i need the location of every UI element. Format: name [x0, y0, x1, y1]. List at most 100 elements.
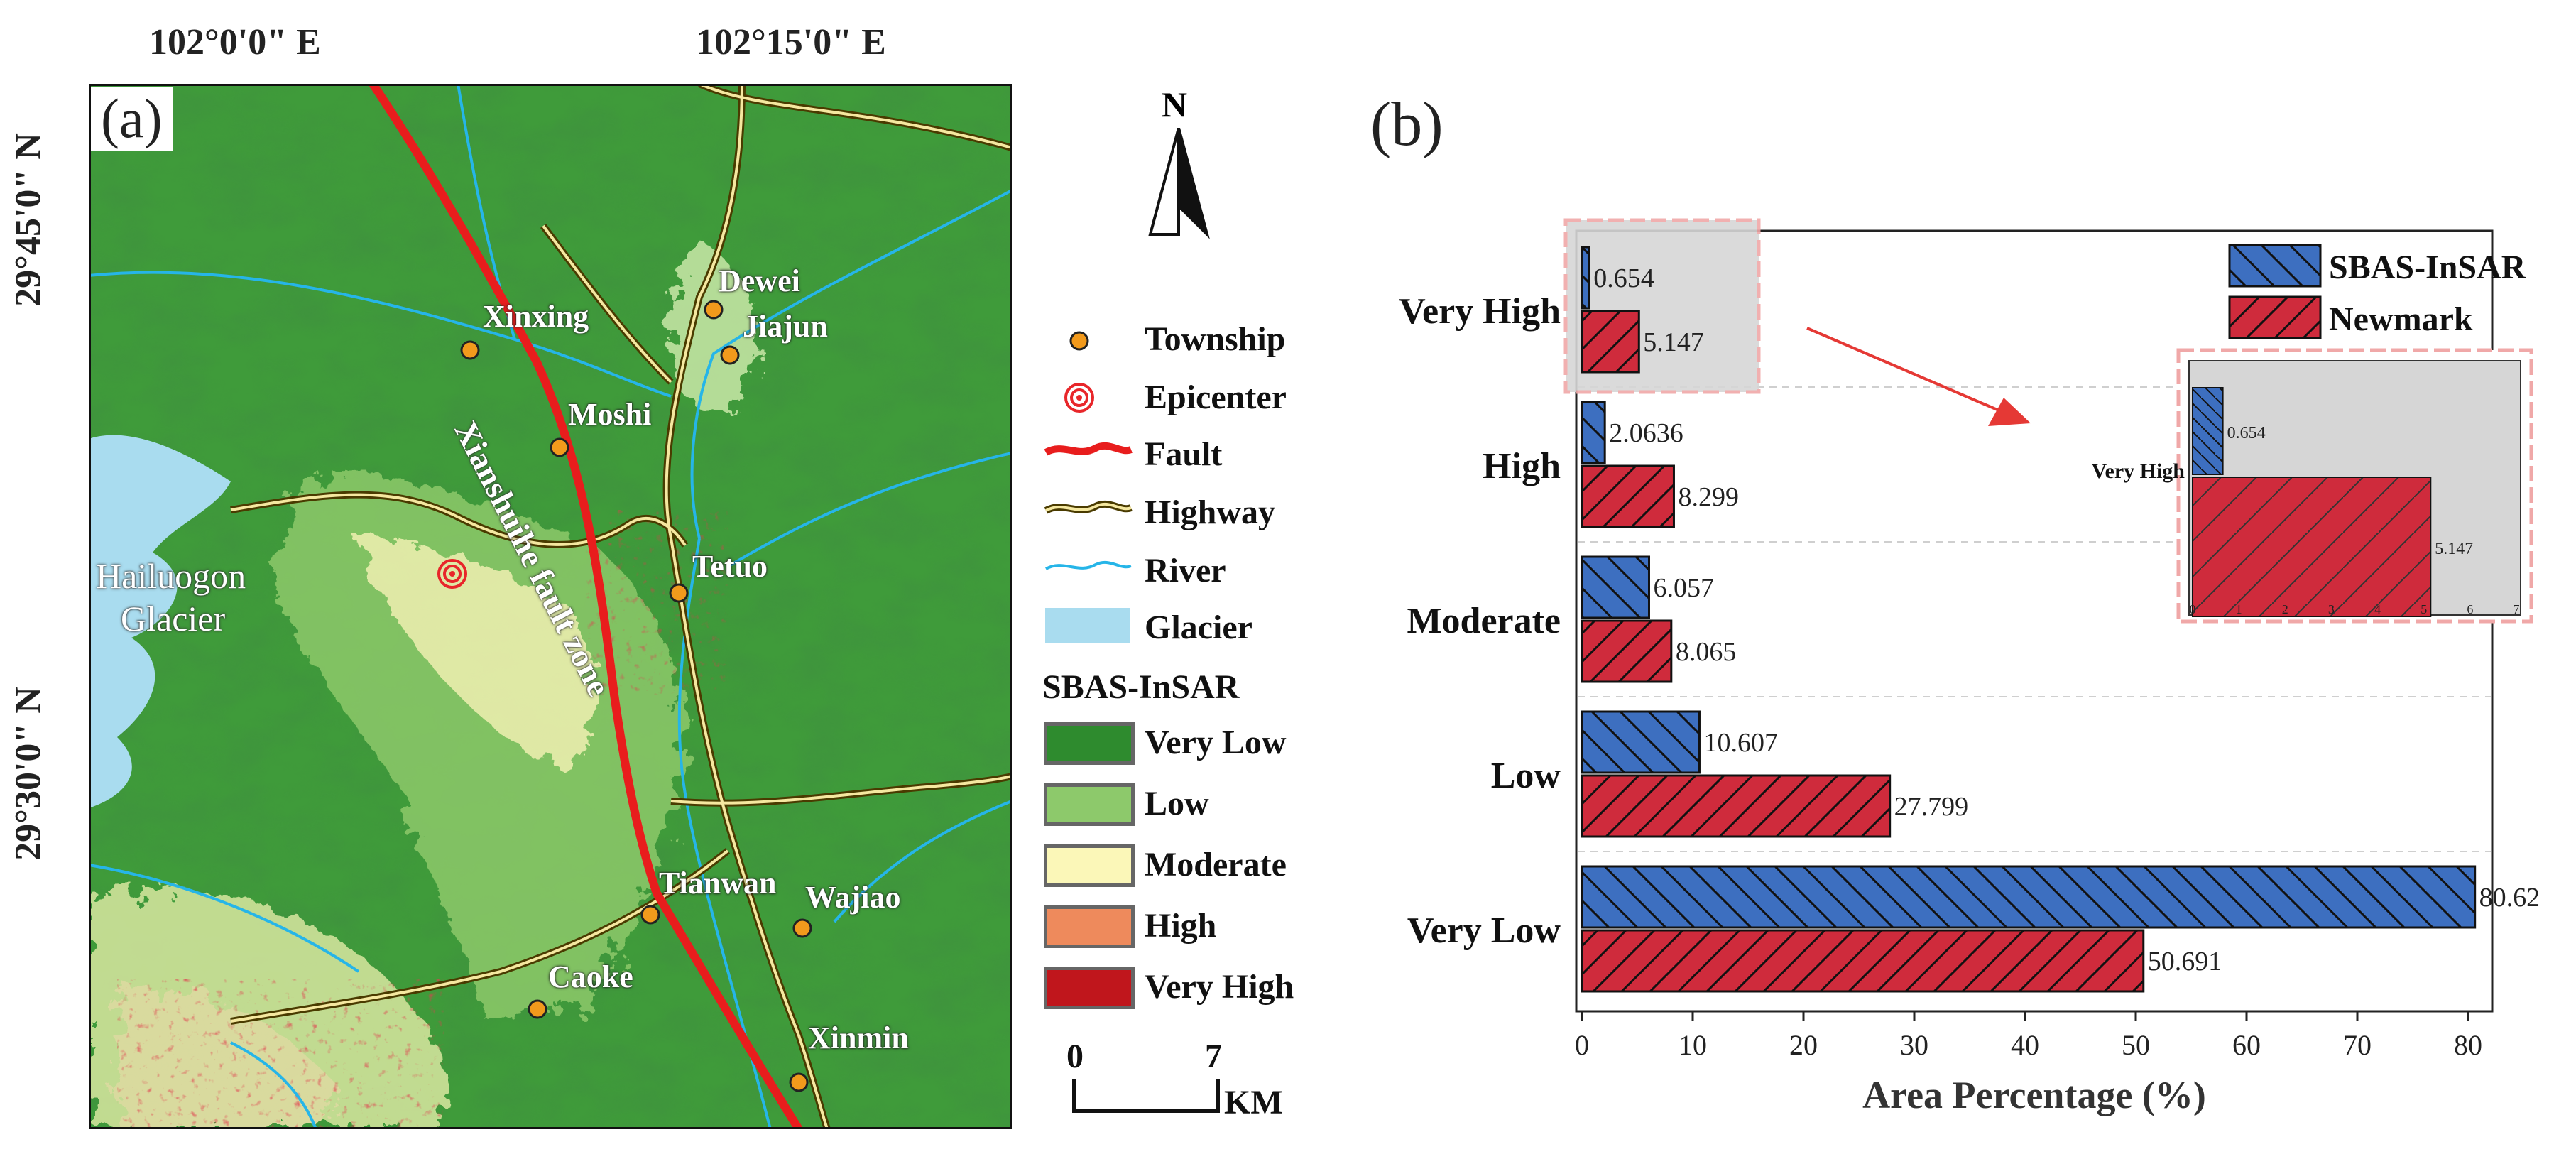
- legend-low: Low: [1145, 785, 1209, 822]
- legend-epicenter: Epicenter: [1145, 379, 1287, 416]
- scale-seven: 7: [1205, 1038, 1222, 1075]
- map-canvas: [89, 84, 1012, 1129]
- legend-class-title: SBAS-InSAR: [1042, 668, 1240, 706]
- swatch-moderate: [1044, 844, 1135, 887]
- fault-legend-icon: [1044, 442, 1133, 456]
- bar-value-label: 50.691: [2148, 947, 2222, 976]
- bar-value-label: 0.654: [1593, 263, 1654, 293]
- north-arrow-icon: [1148, 128, 1210, 239]
- inset-bar-value-label: 5.147: [2435, 540, 2473, 558]
- inset-tick-label: 4: [2374, 602, 2381, 616]
- legend-swatch-newmark: [2228, 295, 2322, 339]
- label-tetuo: Tetuo: [692, 549, 768, 584]
- township-legend-icon: [1069, 331, 1089, 351]
- label-jiajun: Jiajun: [743, 309, 828, 344]
- scale-unit: KM: [1224, 1084, 1283, 1121]
- glacier-legend-swatch: [1045, 608, 1130, 643]
- bar-sbas-high: [1581, 401, 1606, 464]
- label-caoke: Caoke: [548, 959, 633, 994]
- chart-legend: SBAS-InSAR Newmark: [2228, 244, 2527, 339]
- bar-value-labels: 0.654 5.147 2.0636 8.299 6.057 8.065 10.607 27.…: [1593, 263, 2540, 976]
- legend-label-newmark: Newmark: [2329, 300, 2473, 338]
- category-label: Very Low: [1407, 910, 1561, 951]
- label-moshi: Moshi: [568, 397, 652, 432]
- bar-newmark-very-low: [1581, 929, 2145, 993]
- inset-tick-label: 0: [2190, 602, 2196, 616]
- epicenter-marker: [437, 559, 467, 589]
- x-tick-label: 50: [2122, 1029, 2150, 1061]
- highway-legend-icon: [1044, 500, 1133, 514]
- x-tick-label: 10: [1679, 1029, 1707, 1061]
- x-tick-label: 20: [1789, 1029, 1818, 1061]
- label-xinmin: Xinmin: [808, 1021, 909, 1055]
- bar-newmark-low: [1581, 774, 1892, 838]
- label-tianwan: Tianwan: [659, 866, 777, 900]
- bar-sbas-low: [1581, 710, 1701, 774]
- glacier-label-line2: Glacier: [121, 599, 226, 638]
- x-tick-label: 30: [1900, 1029, 1928, 1061]
- inset-tick-label: 2: [2282, 602, 2288, 616]
- bars: [1581, 246, 2477, 993]
- bar-newmark-high: [1581, 464, 1675, 528]
- longitude-label-right: 102°15'0" E: [696, 22, 886, 62]
- category-label: Very High: [1399, 291, 1561, 332]
- bar-value-label: 5.147: [1643, 327, 1704, 357]
- x-tick-label: 60: [2232, 1029, 2261, 1061]
- legend-glacier: Glacier: [1145, 609, 1252, 646]
- panel-b-label: (b): [1370, 90, 1443, 159]
- township-markers: [460, 300, 812, 1092]
- label-xinxing: Xinxing: [483, 299, 589, 334]
- label-dewei: Dewei: [719, 263, 800, 298]
- bar-sbas-very-high: [1581, 246, 1590, 310]
- x-tick-label: 70: [2343, 1029, 2372, 1061]
- bar-newmark-very-high: [1581, 310, 1640, 374]
- x-tick-label: 0: [1575, 1029, 1589, 1061]
- inset-bar-newmark: [2192, 477, 2432, 617]
- inset-chart: Very High 0.654 5.147 0 1 2 3 4 5 6 7: [2092, 348, 2533, 624]
- legend-moderate: Moderate: [1145, 846, 1287, 883]
- label-wajiao: Wajiao: [805, 880, 901, 915]
- legend-fault: Fault: [1145, 435, 1223, 473]
- inset-tick-label: 5: [2421, 602, 2427, 616]
- legend-very-high: Very High: [1145, 968, 1294, 1006]
- inset-category-label: Very High: [2092, 459, 2185, 483]
- bar-value-label: 8.299: [1678, 482, 1739, 512]
- zoom-arrow: [1806, 327, 2031, 426]
- bar-value-label: 27.799: [1894, 792, 1969, 822]
- inset-tick-label: 1: [2236, 602, 2242, 616]
- inset-tick-label: 6: [2467, 602, 2473, 616]
- category-label: Moderate: [1407, 601, 1561, 641]
- legend-highway: Highway: [1145, 494, 1276, 531]
- category-label: High: [1483, 446, 1561, 486]
- legend-very-low: Very Low: [1145, 724, 1287, 761]
- legend-swatch-sbas: [2228, 244, 2322, 288]
- category-label: Low: [1491, 756, 1561, 796]
- swatch-low: [1044, 783, 1135, 826]
- inset-tick-label: 7: [2514, 602, 2520, 616]
- panel-a-label: (a): [91, 87, 173, 151]
- north-label: N: [1162, 85, 1188, 124]
- longitude-label-left: 102°0'0" E: [149, 22, 321, 62]
- category-labels: Very High High Moderate Low Very Low: [1399, 291, 1561, 951]
- legend-high: High: [1145, 907, 1217, 945]
- x-tick-label: 40: [2011, 1029, 2039, 1061]
- legend-river: River: [1145, 552, 1226, 589]
- epicenter-legend-icon: [1064, 383, 1094, 413]
- swatch-very-low: [1044, 722, 1135, 765]
- bar-value-label: 8.065: [1676, 637, 1737, 667]
- swatch-very-high: [1044, 967, 1135, 1009]
- x-axis-ticks: 0 10 20 30 40 50 60 70 80: [1575, 1011, 2482, 1061]
- swatch-high: [1044, 905, 1135, 948]
- bar-value-label: 10.607: [1703, 728, 1778, 758]
- bar-value-label: 6.057: [1653, 573, 1714, 603]
- bar-value-label: 2.0636: [1609, 418, 1683, 448]
- bar-value-label: 80.62: [2479, 883, 2540, 913]
- legend-township: Township: [1145, 320, 1286, 358]
- scale-bar: [1072, 1079, 1220, 1113]
- river-legend-icon: [1045, 560, 1132, 570]
- fault-line: [369, 84, 803, 1129]
- bar-sbas-very-low: [1581, 865, 2477, 929]
- scale-zero: 0: [1066, 1038, 1084, 1075]
- bar-sbas-moderate: [1581, 555, 1650, 619]
